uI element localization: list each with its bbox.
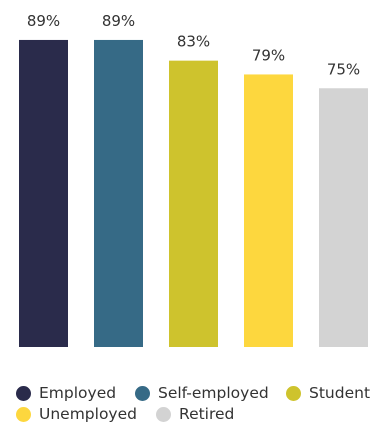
legend-swatch-retired (156, 406, 171, 422)
legend-swatch-employed (16, 385, 31, 401)
bar-student (169, 60, 218, 348)
data-label-employed: 89% (27, 12, 60, 30)
legend-label-retired: Retired (179, 405, 235, 423)
legend-label-employed: Employed (39, 384, 117, 402)
legend-swatch-self-employed (135, 385, 150, 401)
legend-item-student: Student (286, 384, 370, 402)
bar-unemployed (244, 74, 293, 347)
legend-swatch-student (286, 385, 301, 401)
bar-self-employed (94, 39, 143, 347)
data-label-self-employed: 89% (102, 12, 135, 30)
legend-item-retired: Retired (156, 405, 234, 423)
bar-employed (19, 39, 68, 347)
legend-item-self-employed: Self-employed (135, 384, 269, 402)
bar-retired (319, 88, 368, 347)
legend-item-employed: Employed (16, 384, 116, 402)
data-label-unemployed: 79% (252, 46, 285, 64)
legend-item-unemployed: Unemployed (16, 405, 137, 423)
legend-swatch-unemployed (16, 406, 31, 422)
data-label-retired: 75% (327, 60, 360, 78)
bar-chart-plot: 89% 89% 83% 79% 75% (19, 12, 368, 348)
data-label-student: 83% (177, 33, 210, 51)
legend-label-student: Student (309, 384, 371, 402)
legend-label-self-employed: Self-employed (158, 384, 269, 402)
legend-label-unemployed: Unemployed (39, 405, 137, 423)
